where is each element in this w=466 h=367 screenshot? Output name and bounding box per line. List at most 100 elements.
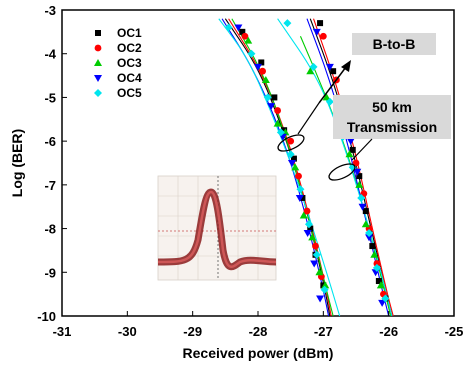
x-tick-label: -25 — [445, 324, 464, 339]
data-point-oc1-3 — [281, 127, 288, 134]
data-point-oc2-0 — [241, 32, 249, 40]
legend-marker-oc5 — [94, 89, 102, 97]
data-point-oc4-6 — [303, 229, 312, 237]
data-point-oc4-0 — [234, 24, 243, 32]
legend-label-oc4: OC4 — [117, 71, 142, 85]
legend-label-oc1: OC1 — [117, 26, 142, 40]
data-point-oc5-9 — [283, 19, 292, 28]
data-point-oc5-1 — [247, 49, 256, 58]
data-point-oc2-4 — [295, 172, 302, 180]
y-tick-label: -9 — [44, 265, 56, 280]
data-point-oc3-2 — [273, 119, 282, 127]
legend-marker-oc3 — [94, 59, 102, 66]
data-point-oc5-2 — [263, 93, 272, 102]
y-axis-label: Log (BER) — [9, 129, 25, 197]
data-point-oc5-6 — [304, 220, 313, 229]
data-point-oc1-6 — [307, 225, 314, 232]
data-point-oc4-1 — [254, 63, 262, 71]
data-point-oc5-17 — [381, 294, 390, 303]
data-point-oc1-15 — [369, 243, 376, 250]
data-point-oc5-5 — [296, 185, 305, 194]
y-tick-label: -5 — [44, 90, 56, 105]
data-point-oc5-11 — [325, 97, 334, 106]
y-tick-label: -7 — [44, 178, 56, 193]
data-point-oc4-4 — [287, 160, 296, 167]
data-point-oc1-13 — [356, 173, 363, 180]
data-point-oc4-2 — [267, 103, 276, 111]
data-point-oc4-12 — [346, 138, 355, 146]
data-point-oc1-2 — [271, 94, 278, 101]
data-point-oc2-14 — [373, 260, 381, 267]
x-tick-label: -29 — [183, 324, 202, 339]
data-point-oc5-0 — [224, 23, 233, 32]
data-point-oc5-7 — [312, 250, 321, 259]
x-tick-label: -30 — [118, 324, 137, 339]
data-point-oc3-7 — [315, 268, 324, 276]
data-point-oc5-10 — [309, 62, 318, 71]
data-point-oc1-4 — [290, 155, 297, 162]
data-point-oc2-5 — [303, 207, 311, 215]
data-point-oc2-3 — [287, 137, 295, 145]
data-point-oc3-14 — [361, 220, 370, 228]
legend-label-oc2: OC2 — [117, 41, 142, 55]
legend-label-oc5: OC5 — [117, 86, 142, 100]
data-point-oc1-5 — [299, 194, 306, 201]
data-point-oc4-14 — [358, 203, 367, 211]
data-point-oc1-9 — [317, 20, 324, 27]
data-point-oc3-4 — [291, 163, 300, 171]
legend-marker-oc1 — [95, 30, 101, 36]
data-point-oc4-9 — [312, 28, 321, 36]
annotation-b-to-b-label: B-to-B — [373, 36, 416, 52]
y-tick-label: -6 — [44, 134, 56, 149]
annotation-b-to-b: B-to-B — [277, 33, 436, 152]
data-point-oc5-16 — [372, 263, 381, 272]
data-point-oc4-7 — [310, 260, 319, 268]
data-point-oc3-0 — [244, 36, 253, 44]
y-tick-label: -8 — [44, 222, 56, 237]
y-tick-label: -3 — [44, 3, 56, 18]
annotation-50km-line2: Transmission — [347, 119, 437, 135]
data-point-oc5-3 — [276, 128, 285, 137]
data-point-oc2-8 — [319, 32, 327, 40]
data-point-oc5-14 — [357, 193, 366, 202]
data-point-oc2-6 — [312, 242, 319, 250]
eye-diagram-inset — [157, 175, 277, 281]
y-tick-label: -4 — [44, 47, 56, 62]
data-point-oc1-14 — [362, 208, 369, 215]
data-point-oc3-15 — [370, 250, 379, 258]
data-point-oc3-12 — [345, 150, 354, 158]
data-point-oc4-5 — [295, 194, 304, 202]
x-tick-label: -26 — [379, 324, 398, 339]
data-point-oc3-6 — [308, 233, 317, 241]
data-point-oc4-15 — [365, 234, 374, 242]
x-tick-label: -27 — [314, 324, 333, 339]
data-point-oc3-5 — [299, 211, 308, 219]
data-point-oc2-2 — [274, 107, 281, 114]
axis-ticks: -31 -30 -29 -28 -27 -26 -25 -3 -4 -5 -6 -7 -8 -9 -10 — [37, 3, 463, 339]
data-point-oc5-4 — [286, 150, 295, 159]
legend-label-oc3: OC3 — [117, 56, 142, 70]
annotation-50km: 50 km Transmission — [328, 95, 451, 181]
data-point-oc4-8 — [316, 295, 325, 303]
x-axis-label: Received power (dBm) — [183, 345, 334, 361]
data-point-oc4-10 — [325, 63, 334, 71]
y-tick-label: -10 — [37, 309, 56, 324]
data-point-oc3-16 — [376, 281, 385, 289]
data-point-oc1-16 — [375, 278, 382, 285]
x-tick-label: -31 — [53, 324, 72, 339]
data-point-oc3-8 — [321, 281, 330, 289]
annotation-50km-line1: 50 km — [372, 99, 412, 115]
data-point-oc5-8 — [320, 285, 329, 294]
data-point-oc3-13 — [355, 180, 364, 188]
data-point-oc4-13 — [353, 168, 362, 176]
x-tick-label: -28 — [249, 324, 268, 339]
data-point-oc1-0 — [239, 28, 246, 35]
data-point-oc4-17 — [378, 299, 387, 307]
data-point-oc3-10 — [322, 93, 331, 101]
data-point-oc2-1 — [259, 67, 266, 75]
data-point-oc3-9 — [306, 67, 315, 75]
data-point-oc1-10 — [330, 68, 337, 75]
data-point-oc3-1 — [261, 75, 270, 83]
